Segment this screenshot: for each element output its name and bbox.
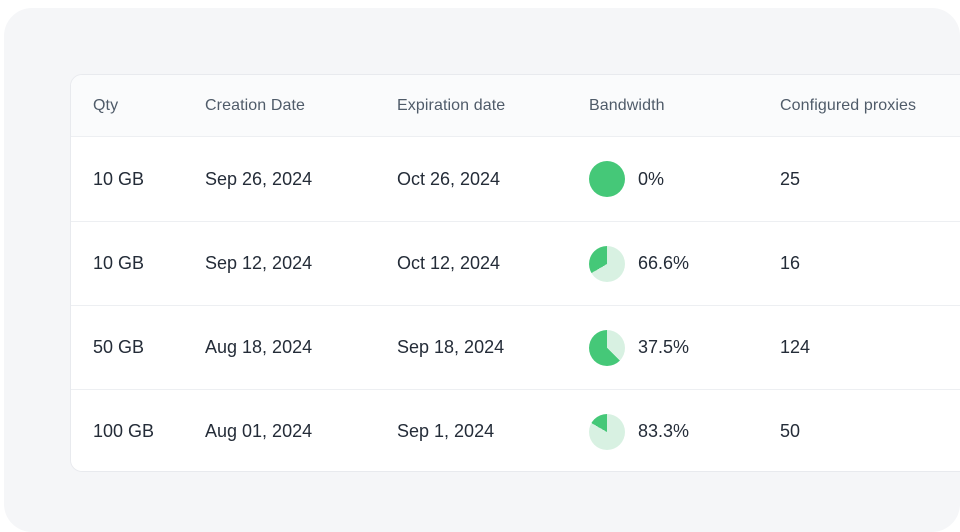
- expiration-date-cell: Sep 1, 2024: [397, 421, 495, 441]
- column-header-bandwidth: Bandwidth: [589, 96, 665, 114]
- creation-date-cell: Sep 12, 2024: [205, 253, 313, 273]
- bandwidth-percent-label: 0%: [638, 168, 665, 189]
- creation-date-cell: Aug 01, 2024: [205, 421, 313, 441]
- bandwidth-percent-label: 83.3%: [638, 421, 690, 441]
- qty-cell: 10 GB: [93, 253, 145, 273]
- qty-cell: 50 GB: [93, 337, 145, 357]
- bandwidth-pie-icon: [589, 329, 625, 366]
- expiration-date-cell: Sep 18, 2024: [397, 337, 505, 357]
- column-header-configured-proxies: Configured proxies: [780, 96, 917, 114]
- configured-proxies-cell: 16: [780, 253, 801, 273]
- expiration-date-cell: Oct 26, 2024: [397, 168, 501, 189]
- creation-date-cell: Sep 26, 2024: [205, 168, 313, 189]
- column-header-qty: Qty: [93, 96, 119, 114]
- proxy-plans-table: Qty Creation Date Expiration date Bandwi…: [70, 74, 960, 472]
- table-row: 50 GB Aug 18, 2024 Sep 18, 2024 37.5% 124: [71, 305, 960, 389]
- column-header-expiration-date: Expiration date: [397, 96, 506, 114]
- bandwidth-pie-icon: [589, 413, 625, 450]
- creation-date-cell: Aug 18, 2024: [205, 337, 313, 357]
- column-header-creation-date: Creation Date: [205, 96, 306, 114]
- table-row: 10 GB Sep 12, 2024 Oct 12, 2024 66.6% 16: [71, 221, 960, 305]
- bandwidth-percent-label: 37.5%: [638, 337, 690, 357]
- background-panel: Qty Creation Date Expiration date Bandwi…: [4, 8, 960, 532]
- bandwidth-pie-icon: [589, 245, 625, 282]
- table-row: 10 GB Sep 26, 2024 Oct 26, 2024 0% 25: [71, 137, 960, 221]
- qty-cell: 10 GB: [93, 168, 145, 189]
- configured-proxies-cell: 25: [780, 168, 801, 189]
- bandwidth-cell: 37.5%: [589, 329, 780, 366]
- bandwidth-percent-label: 66.6%: [638, 253, 690, 273]
- configured-proxies-cell: 124: [780, 337, 811, 357]
- table-header-row: Qty Creation Date Expiration date Bandwi…: [71, 75, 960, 137]
- bandwidth-cell: 0%: [589, 161, 780, 197]
- bandwidth-pie-icon: [589, 161, 625, 197]
- bandwidth-cell: 66.6%: [589, 245, 780, 282]
- table-row: 100 GB Aug 01, 2024 Sep 1, 2024 83.3% 50: [71, 389, 960, 471]
- expiration-date-cell: Oct 12, 2024: [397, 253, 501, 273]
- bandwidth-cell: 83.3%: [589, 413, 780, 450]
- qty-cell: 100 GB: [93, 421, 155, 441]
- table-body: 10 GB Sep 26, 2024 Oct 26, 2024 0% 25 10 GB Se…: [71, 137, 960, 471]
- configured-proxies-cell: 50: [780, 421, 801, 441]
